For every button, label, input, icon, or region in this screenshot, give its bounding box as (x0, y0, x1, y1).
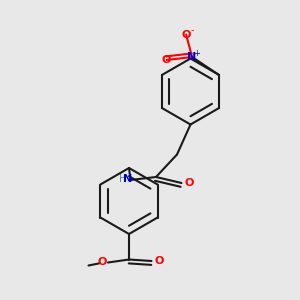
Text: O: O (184, 178, 194, 188)
Text: +: + (193, 49, 200, 58)
Text: O: O (162, 55, 171, 65)
Text: O: O (154, 256, 164, 266)
Text: -: - (190, 25, 194, 35)
Text: O: O (98, 256, 107, 267)
Text: N: N (124, 173, 133, 184)
Text: H: H (119, 173, 127, 184)
Text: N: N (188, 52, 197, 62)
Text: O: O (182, 29, 191, 40)
